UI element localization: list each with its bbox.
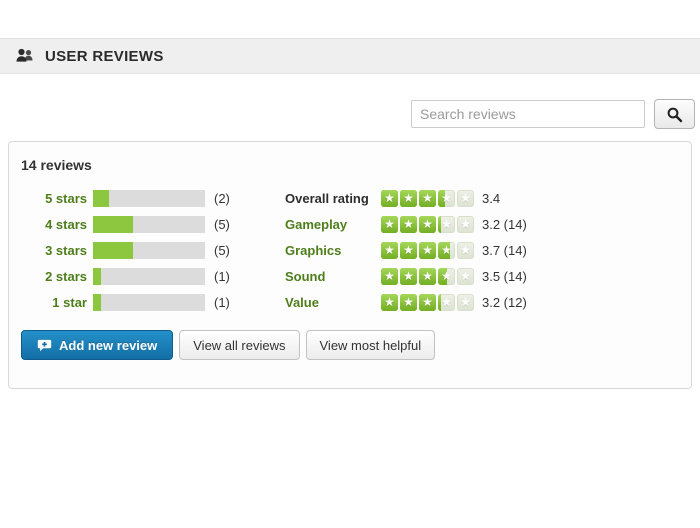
category-label: Overall rating: [285, 190, 369, 206]
distribution-count: (1): [214, 268, 230, 284]
distribution-bar-fill: [93, 189, 110, 207]
category-value: 3.2 (12): [482, 294, 527, 310]
star-rating: ★ ★ ★ ★ ★: [381, 293, 474, 311]
distribution-bar-fill: [93, 293, 101, 311]
category-row: Gameplay ★ ★ ★ ★ ★ 3.2 (14): [285, 211, 527, 237]
star-icon: ★: [381, 267, 398, 285]
category-value: 3.2 (14): [482, 216, 527, 232]
star-icon: ★: [457, 241, 474, 259]
category-label: Graphics: [285, 242, 342, 258]
distribution-count: (2): [214, 190, 230, 206]
category-label: Value: [285, 294, 319, 310]
add-review-icon: [37, 339, 52, 352]
star-icon: ★: [419, 293, 436, 311]
star-icon: ★: [419, 267, 436, 285]
distribution-bar-fill: [93, 215, 133, 233]
category-value: 3.7 (14): [482, 242, 527, 258]
distribution-row: 2 stars (1): [21, 263, 271, 289]
reviews-panel: 14 reviews 5 stars (2) 4 stars (5) 3 sta…: [8, 141, 692, 389]
category-label: Gameplay: [285, 216, 348, 232]
category-ratings: Overall rating ★ ★ ★ ★ ★ 3.4 Gameplay ★ ★ ★ ★ ★ …: [285, 185, 527, 315]
add-new-review-button[interactable]: Add new review: [21, 330, 174, 360]
star-icon: ★: [457, 293, 474, 311]
star-icon: ★: [419, 215, 436, 233]
reviews-summary: 14 reviews: [21, 157, 92, 173]
actions-row: Add new review View all reviews View mos…: [21, 330, 679, 360]
distribution-row: 4 stars (5): [21, 211, 271, 237]
view-most-helpful-button[interactable]: View most helpful: [305, 330, 436, 360]
star-icon: ★: [438, 293, 455, 311]
star-rating: ★ ★ ★ ★ ★: [381, 241, 474, 259]
category-row: Value ★ ★ ★ ★ ★ 3.2 (12): [285, 289, 527, 315]
star-icon: ★: [400, 241, 417, 259]
distribution-label: 1 star: [52, 294, 87, 310]
star-icon: ★: [400, 293, 417, 311]
star-rating: ★ ★ ★ ★ ★: [381, 215, 474, 233]
view-all-reviews-button[interactable]: View all reviews: [179, 330, 300, 360]
distribution-bar-track: [93, 215, 205, 233]
distribution-bar-track: [93, 267, 205, 285]
distribution-label: 5 stars: [45, 190, 87, 206]
search-icon: [666, 106, 683, 123]
star-icon: ★: [419, 241, 436, 259]
add-new-review-label: Add new review: [59, 337, 158, 353]
star-icon: ★: [381, 241, 398, 259]
distribution-row: 5 stars (2): [21, 185, 271, 211]
category-row: Overall rating ★ ★ ★ ★ ★ 3.4: [285, 185, 527, 211]
star-rating: ★ ★ ★ ★ ★: [381, 267, 474, 285]
users-icon: [14, 48, 36, 65]
distribution-bar-fill: [93, 267, 101, 285]
star-icon: ★: [381, 189, 398, 207]
star-icon: ★: [457, 267, 474, 285]
distribution-bar-fill: [93, 241, 133, 259]
search-input[interactable]: [411, 100, 645, 128]
search-button[interactable]: [654, 99, 695, 129]
star-icon: ★: [457, 215, 474, 233]
distribution-bar-track: [93, 189, 205, 207]
category-value: 3.5 (14): [482, 268, 527, 284]
category-label: Sound: [285, 268, 326, 284]
distribution-row: 1 star (1): [21, 289, 271, 315]
distribution-label: 3 stars: [45, 242, 87, 258]
star-icon: ★: [438, 215, 455, 233]
distribution-label: 4 stars: [45, 216, 87, 232]
star-icon: ★: [438, 267, 455, 285]
star-icon: ★: [400, 189, 417, 207]
distribution-bar-track: [93, 293, 205, 311]
star-icon: ★: [381, 215, 398, 233]
user-reviews-header: USER REVIEWS: [0, 38, 700, 74]
star-icon: ★: [400, 215, 417, 233]
star-icon: ★: [400, 267, 417, 285]
star-rating: ★ ★ ★ ★ ★: [381, 189, 474, 207]
rating-distribution: 5 stars (2) 4 stars (5) 3 stars (5) 2 st…: [21, 185, 271, 315]
star-icon: ★: [381, 293, 398, 311]
star-icon: ★: [457, 189, 474, 207]
star-icon: ★: [438, 241, 455, 259]
category-row: Graphics ★ ★ ★ ★ ★ 3.7 (14): [285, 237, 527, 263]
star-icon: ★: [438, 189, 455, 207]
distribution-row: 3 stars (5): [21, 237, 271, 263]
category-row: Sound ★ ★ ★ ★ ★ 3.5 (14): [285, 263, 527, 289]
category-value: 3.4: [482, 190, 501, 206]
distribution-count: (5): [214, 242, 230, 258]
section-title: USER REVIEWS: [45, 47, 164, 65]
distribution-count: (1): [214, 294, 230, 310]
search-row: [0, 99, 695, 129]
star-icon: ★: [419, 189, 436, 207]
distribution-label: 2 stars: [45, 268, 87, 284]
distribution-bar-track: [93, 241, 205, 259]
distribution-count: (5): [214, 216, 230, 232]
